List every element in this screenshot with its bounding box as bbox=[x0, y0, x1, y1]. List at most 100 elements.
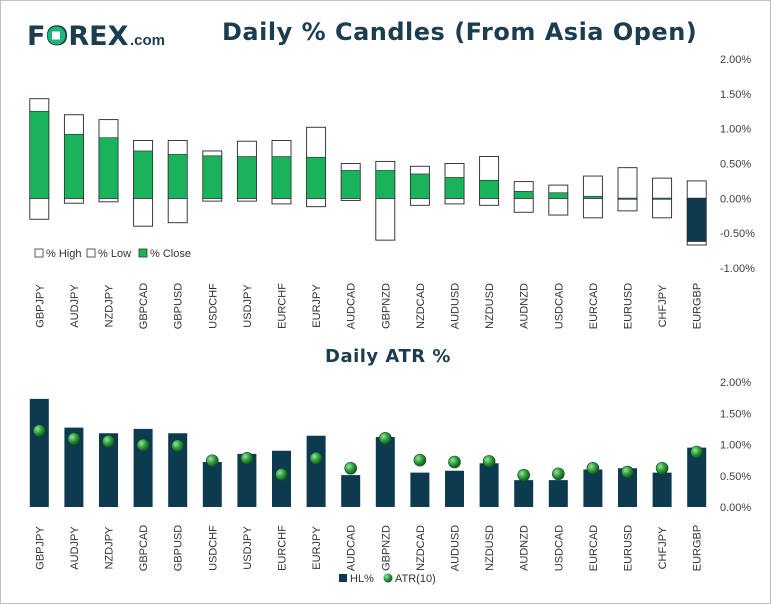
low-box bbox=[479, 197, 500, 206]
close-bar bbox=[617, 198, 638, 200]
category-label: NZDJPY bbox=[104, 284, 116, 327]
close-bar bbox=[686, 198, 707, 242]
category-label: AUDJPY bbox=[69, 526, 81, 570]
high-box bbox=[686, 180, 707, 199]
close-bar bbox=[340, 170, 361, 199]
close-bar bbox=[271, 156, 292, 199]
low-box bbox=[548, 197, 569, 216]
hl-bar bbox=[64, 427, 84, 507]
y-tick-label: 1.00% bbox=[720, 440, 751, 452]
hl-bar bbox=[687, 447, 707, 507]
close-bar bbox=[444, 177, 465, 199]
atr-dot bbox=[551, 467, 565, 481]
close-bar bbox=[64, 133, 84, 199]
y-tick-label: -1.00% bbox=[720, 263, 755, 275]
y-tick-label: 1.00% bbox=[720, 124, 751, 136]
legend-label: % Close bbox=[150, 248, 191, 260]
atr-dot bbox=[136, 438, 150, 452]
atr-dot bbox=[621, 465, 634, 479]
close-bar bbox=[167, 154, 188, 199]
category-label: AUDUSD bbox=[450, 283, 462, 330]
category-label: AUDJPY bbox=[69, 284, 81, 328]
hl-bar bbox=[618, 468, 637, 507]
atr-dot bbox=[309, 451, 323, 465]
candles-legend: % High % Low % Close bbox=[34, 248, 191, 260]
category-label: NZDCAD bbox=[415, 283, 427, 329]
atr-dot bbox=[413, 453, 427, 467]
hl-bar bbox=[202, 462, 222, 507]
hl-bar bbox=[410, 472, 430, 507]
category-label: EURCHF bbox=[277, 525, 289, 571]
low-box bbox=[652, 197, 673, 219]
legend-swatch bbox=[339, 574, 347, 582]
hl-bar bbox=[514, 480, 534, 507]
low-box bbox=[582, 197, 603, 219]
high-box bbox=[652, 177, 673, 199]
category-label: AUDCAD bbox=[346, 283, 358, 330]
low-box bbox=[271, 197, 292, 205]
category-label: NZDUSD bbox=[484, 283, 496, 329]
category-label: USDJPY bbox=[242, 526, 254, 570]
atr-dot bbox=[378, 431, 392, 445]
low-box bbox=[98, 197, 119, 203]
y-tick-label: -0.50% bbox=[720, 228, 755, 240]
category-label: EURUSD bbox=[623, 525, 635, 572]
y-tick-label: 0.00% bbox=[720, 193, 751, 205]
category-label: GBPCAD bbox=[138, 283, 150, 330]
low-box bbox=[340, 197, 361, 201]
high-box bbox=[582, 175, 603, 199]
category-label: GBPJPY bbox=[34, 526, 46, 570]
category-label: AUDUSD bbox=[450, 525, 462, 572]
close-bar bbox=[548, 192, 569, 199]
close-bar bbox=[375, 170, 396, 199]
y-tick-label: 0.50% bbox=[720, 159, 751, 171]
hl-bar bbox=[237, 453, 257, 507]
category-label: EURCAD bbox=[588, 525, 600, 572]
close-bar bbox=[133, 150, 153, 199]
atr-chart: 2.00% 1.50% 1.00% 0.50% 0.00% GBPJPY AUDJPY NZD… bbox=[29, 377, 751, 585]
category-label: USDCHF bbox=[207, 283, 219, 329]
logo-brand: FOREX bbox=[27, 21, 129, 52]
y-tick-label: 0.00% bbox=[720, 502, 751, 514]
low-box bbox=[133, 197, 154, 227]
category-label: EURGBP bbox=[692, 525, 704, 571]
hl-bar bbox=[375, 437, 395, 507]
logo-suffix: .com bbox=[130, 32, 165, 49]
y-tick-label: 0.50% bbox=[720, 471, 751, 483]
y-tick-label: 1.50% bbox=[720, 89, 751, 101]
category-label: USDCHF bbox=[207, 525, 219, 571]
atr-dot bbox=[171, 439, 184, 453]
low-box bbox=[444, 197, 465, 205]
hl-bar bbox=[341, 475, 361, 507]
category-label: GBPNZD bbox=[380, 283, 392, 329]
category-label: NZDCAD bbox=[415, 525, 427, 571]
y-tick-label: 2.00% bbox=[720, 377, 751, 389]
low-box bbox=[29, 197, 50, 220]
y-tick-label: 1.50% bbox=[720, 408, 751, 420]
low-box bbox=[202, 197, 223, 202]
atr-dot bbox=[102, 435, 115, 448]
category-label: AUDNZD bbox=[519, 525, 531, 571]
category-label: EURJPY bbox=[311, 284, 323, 328]
atr-chart-title: Daily ATR % bbox=[325, 346, 451, 367]
low-box bbox=[63, 197, 84, 204]
y-tick-label: 2.00% bbox=[720, 54, 751, 66]
category-label: GBPJPY bbox=[34, 284, 46, 328]
low-box bbox=[617, 197, 638, 212]
high-box bbox=[617, 167, 638, 199]
hl-bar bbox=[583, 469, 603, 507]
atr-dot bbox=[206, 454, 219, 468]
low-box bbox=[513, 197, 534, 213]
legend-label: % Low bbox=[98, 248, 131, 260]
category-label: GBPUSD bbox=[173, 283, 185, 330]
close-bar bbox=[29, 110, 50, 199]
atr-dot bbox=[344, 461, 358, 475]
legend-swatch bbox=[138, 248, 148, 258]
hl-bar bbox=[479, 463, 499, 507]
category-label: USDJPY bbox=[242, 284, 254, 328]
close-bar bbox=[306, 156, 326, 199]
atr-legend: HL% ATR(10) bbox=[339, 573, 436, 585]
category-label: CHFJPY bbox=[657, 526, 669, 569]
low-box bbox=[167, 197, 188, 224]
close-bar bbox=[410, 173, 430, 199]
